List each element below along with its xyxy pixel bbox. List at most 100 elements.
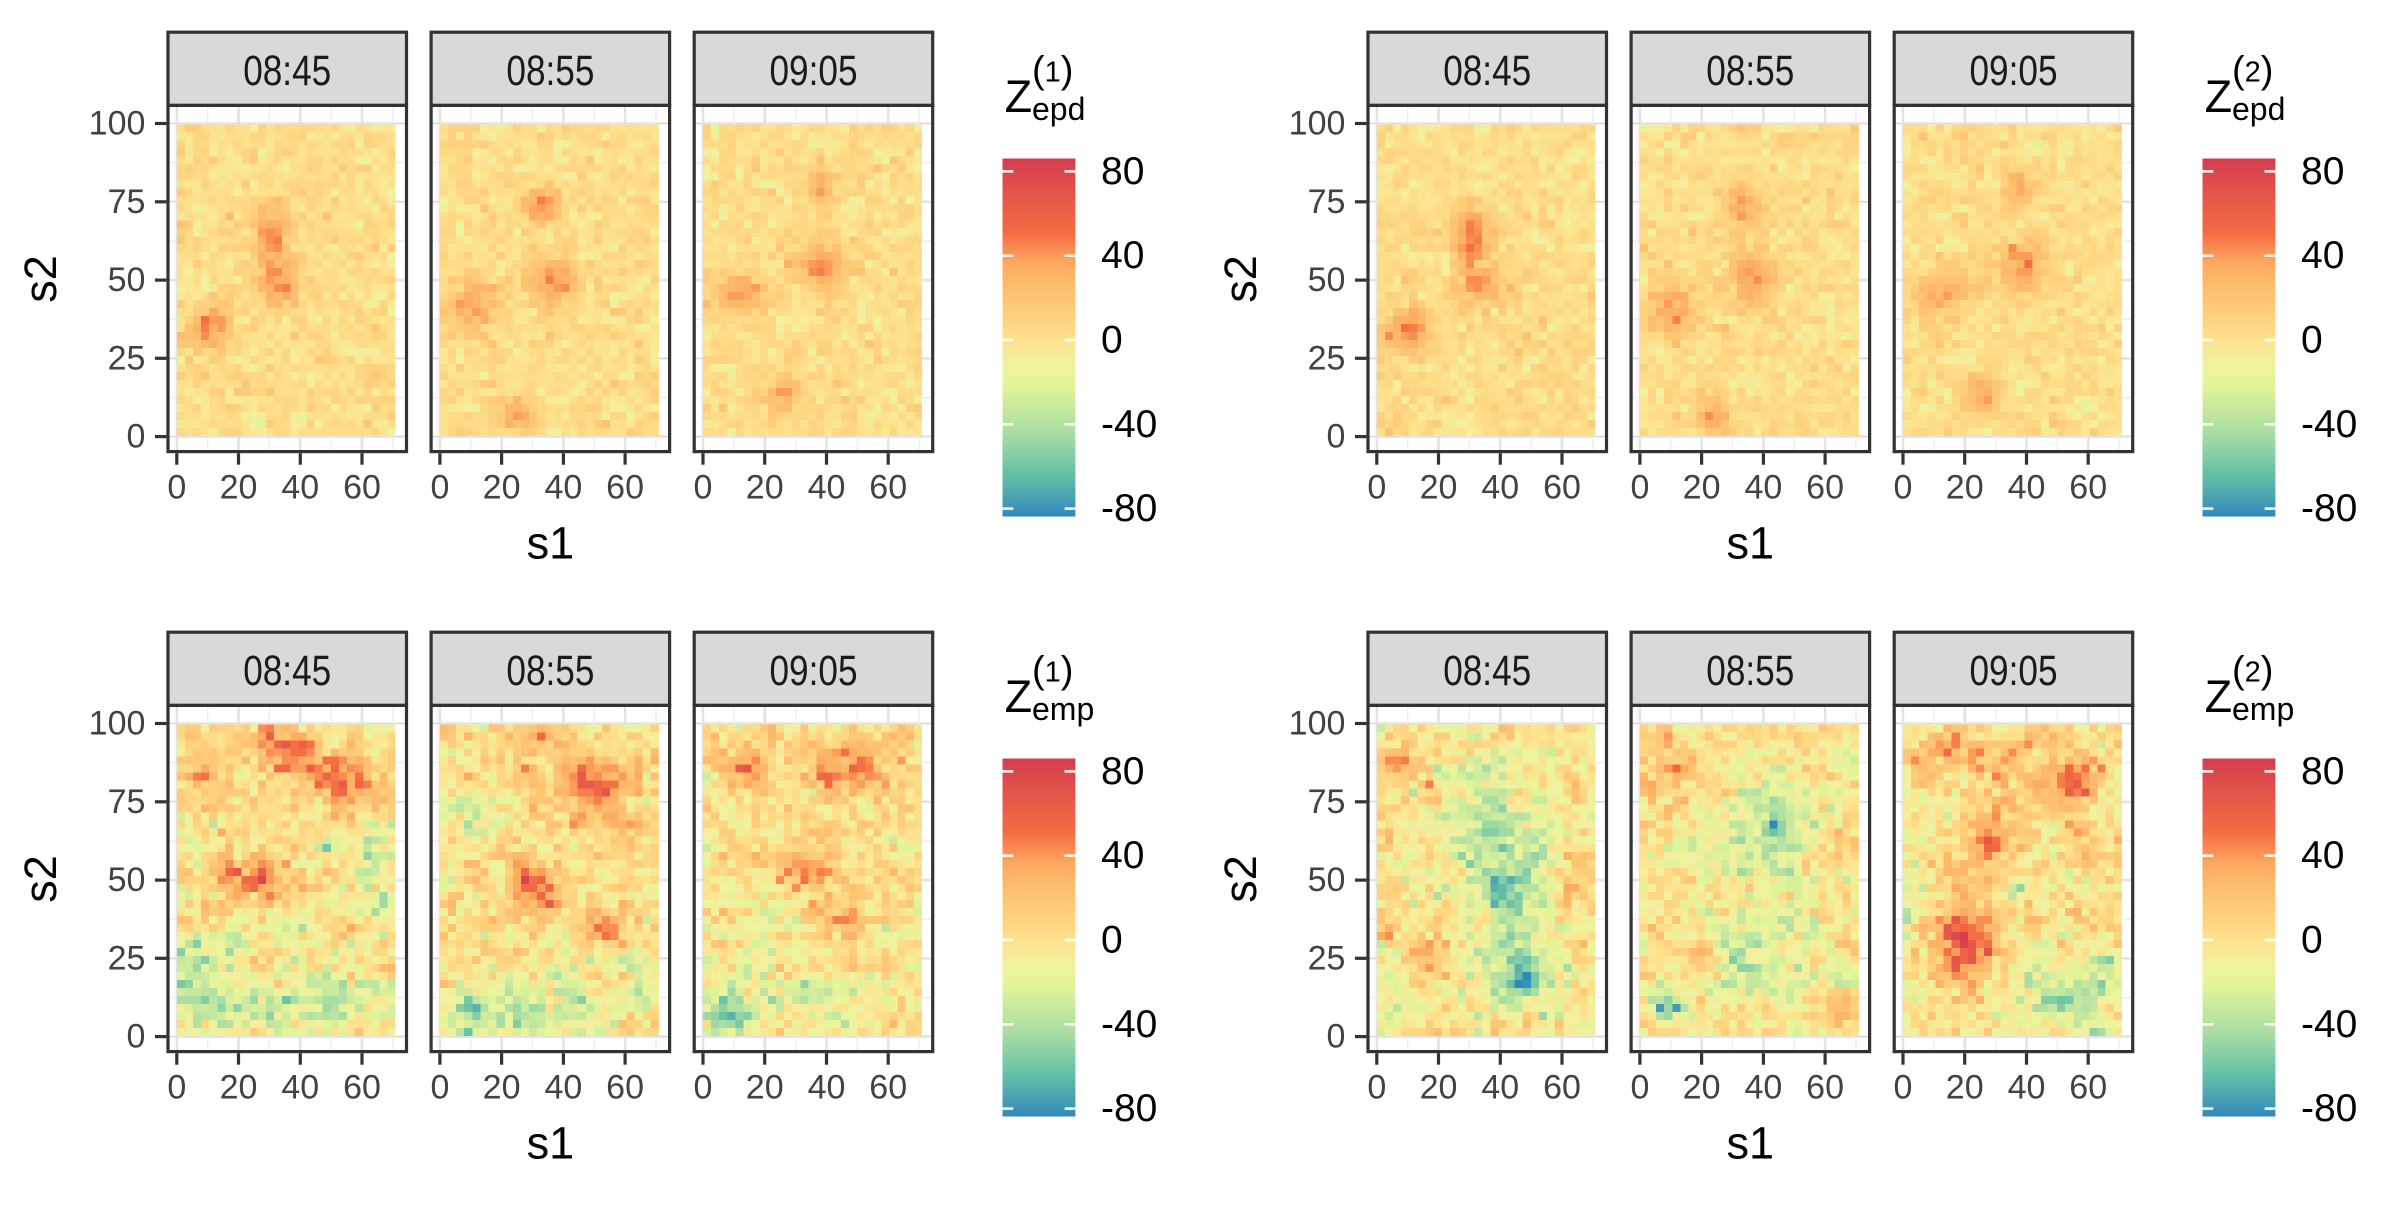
svg-text:08:55: 08:55	[1706, 47, 1794, 95]
svg-text:(2): (2)	[2232, 650, 2273, 692]
svg-text:40: 40	[281, 1068, 319, 1106]
svg-text:0: 0	[1101, 919, 1123, 962]
svg-text:60: 60	[1806, 468, 1844, 506]
svg-text:Z: Z	[1005, 71, 1033, 122]
svg-text:0: 0	[694, 468, 713, 506]
svg-text:60: 60	[2069, 468, 2107, 506]
svg-text:60: 60	[343, 468, 381, 506]
svg-text:20: 20	[1683, 468, 1721, 506]
svg-text:40: 40	[544, 1068, 582, 1106]
svg-text:50: 50	[1308, 861, 1346, 899]
svg-text:0: 0	[430, 1068, 449, 1106]
svg-text:09:05: 09:05	[1970, 647, 2058, 695]
svg-text:20: 20	[746, 468, 784, 506]
svg-text:60: 60	[606, 468, 644, 506]
svg-text:40: 40	[1481, 1068, 1519, 1106]
svg-text:60: 60	[1543, 1068, 1581, 1106]
svg-text:s1: s1	[527, 518, 575, 569]
svg-text:08:45: 08:45	[243, 47, 331, 95]
svg-text:0: 0	[1326, 418, 1345, 456]
svg-text:100: 100	[1289, 705, 1346, 743]
svg-text:75: 75	[108, 183, 146, 221]
svg-text:60: 60	[869, 1068, 907, 1106]
svg-text:20: 20	[220, 468, 258, 506]
svg-text:s1: s1	[1727, 1118, 1775, 1169]
svg-text:09:05: 09:05	[770, 647, 858, 695]
svg-text:08:55: 08:55	[506, 47, 594, 95]
svg-text:40: 40	[544, 468, 582, 506]
svg-text:20: 20	[746, 1068, 784, 1106]
svg-text:100: 100	[89, 705, 146, 743]
svg-text:-80: -80	[2301, 487, 2357, 530]
svg-text:40: 40	[1481, 468, 1519, 506]
svg-text:08:45: 08:45	[1443, 647, 1531, 695]
svg-text:80: 80	[2301, 750, 2344, 793]
svg-text:epd: epd	[1032, 91, 1085, 127]
svg-text:40: 40	[1744, 1068, 1782, 1106]
svg-text:0: 0	[1894, 1068, 1913, 1106]
svg-text:20: 20	[1683, 1068, 1721, 1106]
svg-text:40: 40	[1101, 234, 1144, 277]
svg-text:-40: -40	[2301, 403, 2357, 446]
svg-text:-40: -40	[2301, 1003, 2357, 1046]
svg-text:(2): (2)	[2232, 50, 2273, 92]
svg-text:0: 0	[1630, 468, 1649, 506]
svg-text:80: 80	[1101, 150, 1144, 193]
svg-text:100: 100	[1289, 105, 1346, 143]
svg-text:40: 40	[808, 468, 846, 506]
svg-text:25: 25	[1308, 939, 1346, 977]
svg-text:0: 0	[126, 1018, 145, 1056]
svg-text:60: 60	[1543, 468, 1581, 506]
svg-text:emp: emp	[1032, 691, 1094, 727]
svg-text:40: 40	[1101, 834, 1144, 877]
svg-text:50: 50	[108, 261, 146, 299]
svg-text:Z: Z	[2205, 671, 2233, 722]
svg-text:0: 0	[1326, 1018, 1345, 1056]
svg-text:75: 75	[1308, 783, 1346, 821]
svg-text:0: 0	[126, 418, 145, 456]
svg-text:s2: s2	[1215, 255, 1266, 303]
svg-text:80: 80	[2301, 150, 2344, 193]
svg-text:0: 0	[2301, 319, 2323, 362]
svg-text:(1): (1)	[1032, 650, 1073, 692]
svg-text:0: 0	[167, 468, 186, 506]
svg-text:75: 75	[1308, 183, 1346, 221]
svg-text:20: 20	[483, 468, 521, 506]
svg-text:-40: -40	[1101, 403, 1157, 446]
svg-text:epd: epd	[2232, 91, 2285, 127]
svg-text:50: 50	[1308, 261, 1346, 299]
svg-text:25: 25	[108, 339, 146, 377]
svg-text:20: 20	[1420, 468, 1458, 506]
svg-text:40: 40	[2008, 1068, 2046, 1106]
svg-text:0: 0	[167, 1068, 186, 1106]
svg-text:60: 60	[2069, 1068, 2107, 1106]
svg-text:0: 0	[1630, 1068, 1649, 1106]
svg-text:80: 80	[1101, 750, 1144, 793]
svg-text:-40: -40	[1101, 1003, 1157, 1046]
svg-text:-80: -80	[2301, 1087, 2357, 1130]
svg-text:20: 20	[1946, 468, 1984, 506]
svg-text:s2: s2	[15, 855, 66, 903]
svg-text:20: 20	[1946, 1068, 1984, 1106]
svg-text:40: 40	[2008, 468, 2046, 506]
svg-text:40: 40	[1744, 468, 1782, 506]
svg-text:(1): (1)	[1032, 50, 1073, 92]
svg-text:s1: s1	[1727, 518, 1775, 569]
svg-text:100: 100	[89, 105, 146, 143]
svg-text:0: 0	[694, 1068, 713, 1106]
svg-text:25: 25	[108, 939, 146, 977]
svg-text:s1: s1	[527, 1118, 575, 1169]
svg-text:emp: emp	[2232, 691, 2294, 727]
svg-text:60: 60	[869, 468, 907, 506]
svg-text:09:05: 09:05	[1970, 47, 2058, 95]
svg-text:0: 0	[430, 468, 449, 506]
svg-text:08:45: 08:45	[1443, 47, 1531, 95]
svg-text:s2: s2	[1215, 855, 1266, 903]
svg-text:60: 60	[343, 1068, 381, 1106]
svg-text:-80: -80	[1101, 1087, 1157, 1130]
svg-text:20: 20	[1420, 1068, 1458, 1106]
svg-text:s2: s2	[15, 255, 66, 303]
svg-text:60: 60	[606, 1068, 644, 1106]
svg-text:0: 0	[1894, 468, 1913, 506]
svg-text:08:45: 08:45	[243, 647, 331, 695]
